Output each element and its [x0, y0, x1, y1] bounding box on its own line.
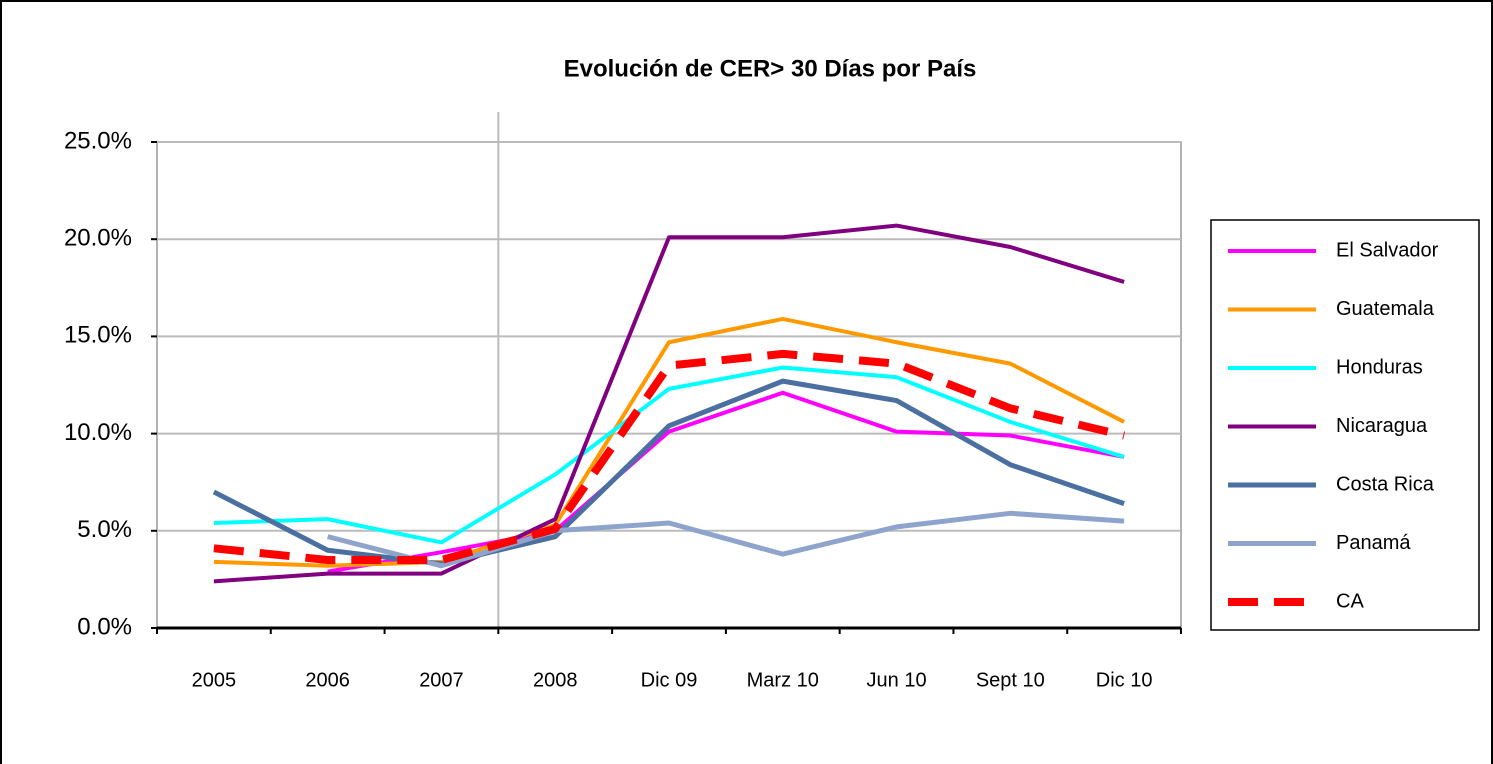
legend-label: Nicaragua — [1336, 415, 1428, 437]
series-line — [213, 365, 1125, 545]
y-tick-label: 20.0% — [64, 225, 132, 252]
legend-label: Costa Rica — [1336, 473, 1435, 495]
y-tick-label: 5.0% — [77, 516, 132, 543]
x-tick-label: 2007 — [419, 669, 464, 691]
legend-label: El Salvador — [1336, 239, 1439, 261]
x-tick-label: Dic 09 — [641, 669, 698, 691]
x-tick-label: 2006 — [305, 669, 350, 691]
y-tick-label: 10.0% — [64, 419, 132, 446]
series-line — [213, 316, 1126, 568]
series-line — [327, 390, 1125, 574]
y-tick-label: 25.0% — [64, 127, 132, 154]
series-line — [213, 223, 1125, 584]
legend-label: Panamá — [1336, 532, 1411, 554]
series-line — [327, 510, 1125, 569]
x-tick-label: Sept 10 — [976, 669, 1045, 691]
legend-label: Guatemala — [1336, 298, 1435, 320]
legend-label: CA — [1336, 590, 1364, 612]
x-tick-label: 2008 — [533, 669, 578, 691]
legend-label: Honduras — [1336, 356, 1423, 378]
x-tick-label: 2005 — [192, 669, 237, 691]
series-line — [213, 349, 1126, 564]
y-tick-label: 0.0% — [77, 613, 132, 640]
x-tick-label: Jun 10 — [867, 669, 927, 691]
y-tick-label: 15.0% — [64, 322, 132, 349]
x-tick-label: Marz 10 — [747, 669, 819, 691]
chart-title: Evolución de CER> 30 Días por País — [564, 55, 977, 82]
x-tick-label: Dic 10 — [1096, 669, 1153, 691]
series-line — [212, 378, 1125, 567]
